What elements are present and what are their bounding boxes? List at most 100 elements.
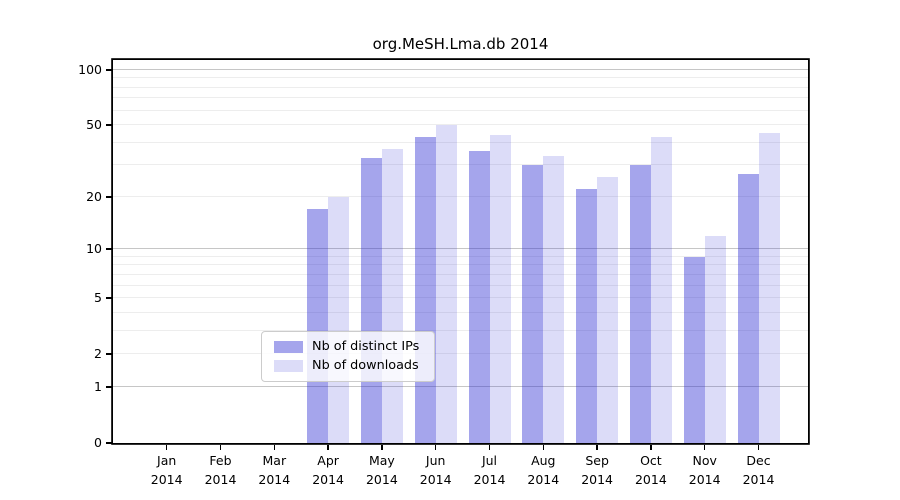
bar-downloads-jul — [489, 135, 511, 443]
x-tick-label-apr: Apr 2014 — [296, 451, 360, 489]
gridline-minor-7 — [113, 273, 808, 275]
bar-distinct-ips-jun — [414, 137, 436, 443]
y-tick-50 — [106, 124, 112, 126]
y-tick-label-20: 20 — [86, 188, 102, 204]
x-tick-label-feb: Feb 2014 — [189, 451, 253, 489]
y-tick-label-10: 10 — [86, 241, 102, 257]
x-label-year-dec: 2014 — [742, 472, 775, 487]
x-tick-label-sep: Sep 2014 — [565, 451, 629, 489]
x-tick-aug — [542, 445, 545, 450]
x-tick-dec — [757, 445, 760, 450]
bar-distinct-ips-aug — [522, 165, 544, 443]
gridline-major-10 — [113, 248, 808, 250]
y-tick-label-5: 5 — [94, 290, 102, 306]
x-tick-apr — [327, 445, 329, 450]
x-tick-label-mar: Mar 2014 — [242, 451, 306, 489]
gridline-minor-3 — [113, 329, 808, 331]
bar-distinct-ips-apr — [307, 209, 329, 443]
x-label-year-sep: 2014 — [581, 472, 613, 487]
x-label-year-jun: 2014 — [419, 472, 452, 487]
gridline-major-100 — [113, 68, 808, 70]
x-tick-jul — [488, 445, 491, 450]
x-tick-label-nov: Nov 2014 — [673, 451, 737, 489]
legend: Nb of distinct IPs Nb of downloads — [261, 331, 435, 382]
y-tick-5 — [106, 297, 112, 299]
y-tick-0 — [106, 442, 112, 444]
x-tick-label-oct: Oct 2014 — [619, 451, 683, 489]
gridline-minor-80 — [113, 86, 808, 88]
bar-downloads-apr — [328, 196, 350, 443]
x-label-month-apr: Apr — [317, 453, 339, 468]
gridline-minor-2 — [113, 353, 808, 355]
gridline-minor-5 — [113, 297, 808, 299]
x-label-month-may: May — [368, 453, 395, 468]
x-label-year-apr: 2014 — [312, 472, 344, 487]
y-tick-100 — [106, 69, 112, 71]
bar-downloads-nov — [704, 235, 726, 443]
x-tick-label-dec: Dec 2014 — [727, 451, 791, 489]
legend-entry-distinct-ips: Nb of distinct IPs — [262, 337, 434, 356]
chart-title: org.MeSH.Lma.db 2014 — [372, 35, 549, 53]
x-label-month-dec: Dec — [746, 453, 771, 468]
y-tick-2 — [106, 353, 112, 355]
bar-distinct-ips-oct — [629, 165, 651, 443]
x-label-year-feb: 2014 — [204, 472, 237, 487]
bar-downloads-may — [381, 148, 403, 443]
legend-swatch-downloads — [274, 359, 303, 372]
x-tick-label-jan: Jan 2014 — [135, 451, 199, 489]
x-label-year-jan: 2014 — [150, 472, 183, 487]
gridline-minor-30 — [113, 164, 808, 166]
bar-downloads-sep — [597, 176, 619, 443]
bar-downloads-aug — [543, 155, 565, 443]
x-label-month-oct: Oct — [640, 453, 662, 468]
gridline-minor-20 — [113, 195, 808, 197]
bar-distinct-ips-may — [360, 157, 382, 443]
gridline-minor-4 — [113, 311, 808, 313]
y-tick-label-50: 50 — [86, 117, 102, 133]
x-label-year-nov: 2014 — [688, 472, 721, 487]
x-label-month-jun: Jun — [425, 453, 446, 468]
y-tick-label-1: 1 — [94, 378, 102, 394]
x-label-month-sep: Sep — [585, 453, 609, 468]
x-tick-feb — [219, 445, 222, 450]
gridline-minor-40 — [113, 141, 808, 143]
bar-downloads-jun — [435, 125, 457, 443]
x-label-year-oct: 2014 — [634, 472, 667, 487]
x-label-year-mar: 2014 — [258, 472, 291, 487]
legend-entry-downloads: Nb of downloads — [262, 356, 434, 375]
bar-distinct-ips-sep — [576, 189, 598, 443]
x-label-month-mar: Mar — [262, 453, 287, 468]
y-tick-label-0: 0 — [94, 435, 102, 450]
y-tick-1 — [106, 386, 112, 388]
gridline-minor-9 — [113, 255, 808, 257]
x-tick-label-jun: Jun 2014 — [404, 451, 468, 489]
legend-label-distinct-ips: Nb of distinct IPs — [312, 339, 420, 354]
plot-area — [113, 60, 808, 443]
bar-distinct-ips-nov — [683, 256, 705, 443]
bar-distinct-ips-jul — [468, 151, 490, 443]
x-label-month-feb: Feb — [209, 453, 232, 468]
x-tick-oct — [650, 445, 652, 450]
x-label-year-aug: 2014 — [527, 472, 560, 487]
y-tick-10 — [106, 248, 112, 250]
x-label-month-jan: Jan — [157, 453, 177, 468]
gridline-minor-90 — [113, 77, 808, 79]
legend-label-downloads: Nb of downloads — [312, 358, 419, 373]
y-tick-label-100: 100 — [78, 61, 102, 77]
gridline-minor-60 — [113, 109, 808, 111]
x-tick-label-may: May 2014 — [350, 451, 414, 489]
gridline-minor-50 — [113, 124, 808, 126]
x-label-year-jul: 2014 — [473, 472, 506, 487]
x-label-year-may: 2014 — [365, 472, 398, 487]
bar-downloads-oct — [650, 137, 672, 443]
y-tick-label-2: 2 — [94, 346, 102, 362]
x-tick-label-jul: Jul 2014 — [458, 451, 522, 489]
x-label-month-nov: Nov — [692, 453, 717, 468]
bar-downloads-dec — [758, 133, 780, 443]
gridline-minor-6 — [113, 284, 808, 286]
y-tick-20 — [106, 196, 112, 198]
gridline-minor-70 — [113, 97, 808, 99]
gridline-minor-8 — [113, 264, 808, 266]
x-tick-jun — [434, 445, 437, 450]
